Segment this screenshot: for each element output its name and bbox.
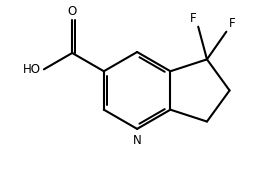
Text: HO: HO	[23, 63, 41, 76]
Text: F: F	[190, 12, 196, 25]
Text: N: N	[133, 133, 142, 147]
Text: F: F	[228, 17, 235, 30]
Text: O: O	[68, 5, 77, 18]
